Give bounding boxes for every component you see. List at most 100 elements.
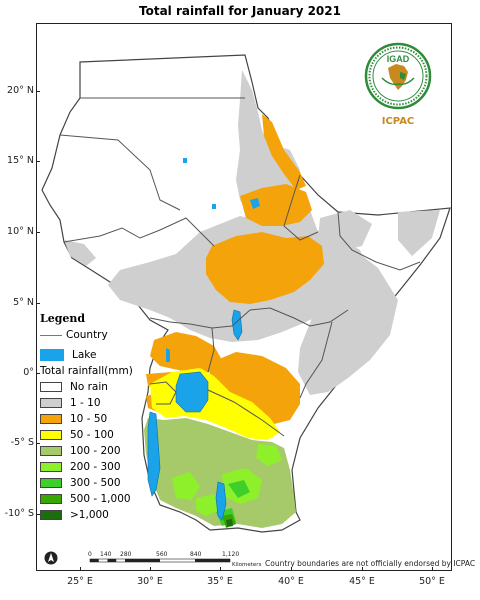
rainfall-map [41,54,451,533]
legend-lake-label: Lake [72,349,97,361]
lat-label-0: 0° [23,367,34,378]
lake-tana [250,198,260,209]
lat-tick [36,232,40,233]
legend-class-swatch [40,430,62,440]
rain-300-500-patch-a [228,480,250,498]
rain-200-300-patch-a [172,472,200,500]
lake-small-central [212,204,216,209]
legend-class-swatch [40,462,62,472]
scale-tick-840: 840 [190,551,202,558]
legend-class-row: No rain [40,379,168,395]
lon-label-45e: 45° E [349,576,375,587]
logo-text: IGAD [387,54,410,64]
scale-tick-140: 140 [100,551,112,558]
legend-class-swatch [40,494,62,504]
lake-albert [166,348,170,362]
boundary-west-sudan [59,134,181,211]
lake-malawi [215,481,227,521]
legend-lake-row: Lake [40,347,168,363]
lon-tick [291,567,292,571]
north-arrow-icon [44,551,58,565]
lon-label-30e: 30° E [137,576,163,587]
lat-tick [36,373,40,374]
lon-tick [362,567,363,571]
legend-class-label: 500 - 1,000 [70,493,131,505]
lat-label-20n: 20° N [7,85,34,96]
legend-class-row: 100 - 200 [40,443,168,459]
legend-class-row: 300 - 500 [40,475,168,491]
rain-200-300-patch-d [196,494,220,516]
scale-tick-1120: 1,120 [222,551,240,558]
lon-tick [80,567,81,571]
igad-seal-icon: IGAD [364,42,432,110]
boundary-sudan-ethiopia [283,174,319,241]
lat-tick [36,303,40,304]
scale-tick-560: 560 [156,551,168,558]
lon-label-25e: 25° E [67,576,93,587]
legend-classes: No rain 1 - 10 10 - 50 50 - 100 100 - 200 200… [40,379,168,523]
legend-rainfall-title: Total rainfall(mm) [40,365,133,377]
lon-tick [220,567,221,571]
legend-class-swatch [40,382,62,392]
legend-class-swatch [40,398,62,408]
lat-tick [36,161,40,162]
lake-turkana [231,309,243,341]
legend-class-label: 100 - 200 [70,445,121,457]
boundary-ethiopia-kenya [249,307,349,327]
legend-class-swatch [40,510,62,520]
boundary-south-sudan-uganda [149,309,251,329]
legend-country-row: Country [40,327,168,343]
rain-1-10-west [64,240,96,266]
lon-tick [150,567,151,571]
lake-small-north [183,158,187,163]
rain-1-10-ethiopia [318,210,372,252]
legend-class-label: 1 - 10 [70,397,101,409]
lat-label-5n: 5° N [13,297,34,308]
legend-class-label: 50 - 100 [70,429,114,441]
boundary-kenya-tanzania [207,389,285,437]
lat-tick [36,443,40,444]
lon-label-35e: 35° E [207,576,233,587]
scale-bar-graphic [89,558,231,563]
lake-tanganyika [147,411,161,497]
rain-10-50-sudan [206,232,324,304]
boundary-rwanda-burundi [149,381,177,405]
lat-label-10n: 10° N [7,226,34,237]
disclaimer: Country boundaries are not officially en… [265,559,476,568]
legend-class-label: 10 - 50 [70,413,108,425]
lat-label-5s: -5° S [10,437,34,448]
igad-logo: IGAD ICPAC [364,42,432,127]
legend-title: Legend [40,312,86,325]
legend-class-label: 300 - 500 [70,477,121,489]
rain-10-50-kenya [208,352,300,424]
scale-tick-280: 280 [120,551,132,558]
scale-unit: Kilometers [232,562,262,568]
legend: Legend Country Lake Total rainfall(mm) N… [40,312,168,523]
boundary-uganda-kenya [207,327,215,373]
rain-10-50-uganda [150,332,222,374]
legend-class-swatch [40,478,62,488]
lon-tick [432,567,433,571]
lat-label-10s: -10° S [4,508,34,519]
lon-label-40e: 40° E [278,576,304,587]
legend-class-swatch [40,414,62,424]
legend-class-label: >1,000 [70,509,109,521]
rain-over-1000-patch [226,519,233,527]
legend-country-label: Country [66,329,108,341]
lat-tick [36,514,40,515]
lake-swatch [40,349,64,361]
legend-class-row: 1 - 10 [40,395,168,411]
lat-tick [36,91,40,92]
rain-10-50-red-sea [262,114,306,190]
lon-label-50e: 50° E [419,576,445,587]
boundary-kenya-somalia [299,321,333,399]
legend-class-row: 10 - 50 [40,411,168,427]
legend-class-label: No rain [70,381,108,393]
legend-class-row: 50 - 100 [40,427,168,443]
legend-class-row: 500 - 1,000 [40,491,168,507]
legend-class-label: 200 - 300 [70,461,121,473]
rain-1-10-horn [298,248,398,395]
lake-victoria [175,371,209,413]
lat-label-15n: 15° N [7,155,34,166]
scale-tick-0: 0 [88,551,92,558]
